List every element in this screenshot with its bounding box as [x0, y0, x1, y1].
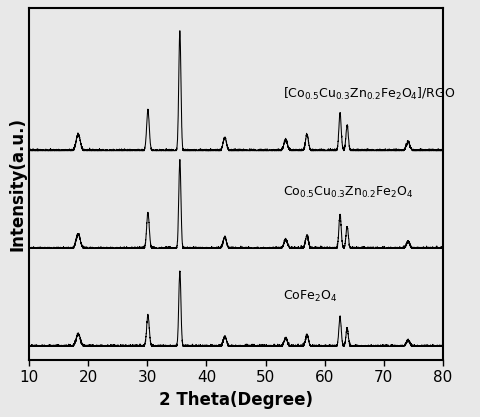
Y-axis label: Intensity(a.u.): Intensity(a.u.): [8, 117, 26, 251]
Text: Co$_{0.5}$Cu$_{0.3}$Zn$_{0.2}$Fe$_2$O$_4$: Co$_{0.5}$Cu$_{0.3}$Zn$_{0.2}$Fe$_2$O$_4…: [283, 184, 413, 200]
Text: CoFe$_2$O$_4$: CoFe$_2$O$_4$: [283, 289, 337, 304]
Text: [Co$_{0.5}$Cu$_{0.3}$Zn$_{0.2}$Fe$_2$O$_4$]/RGO: [Co$_{0.5}$Cu$_{0.3}$Zn$_{0.2}$Fe$_2$O$_…: [283, 85, 456, 102]
X-axis label: 2 Theta(Degree): 2 Theta(Degree): [159, 391, 313, 409]
